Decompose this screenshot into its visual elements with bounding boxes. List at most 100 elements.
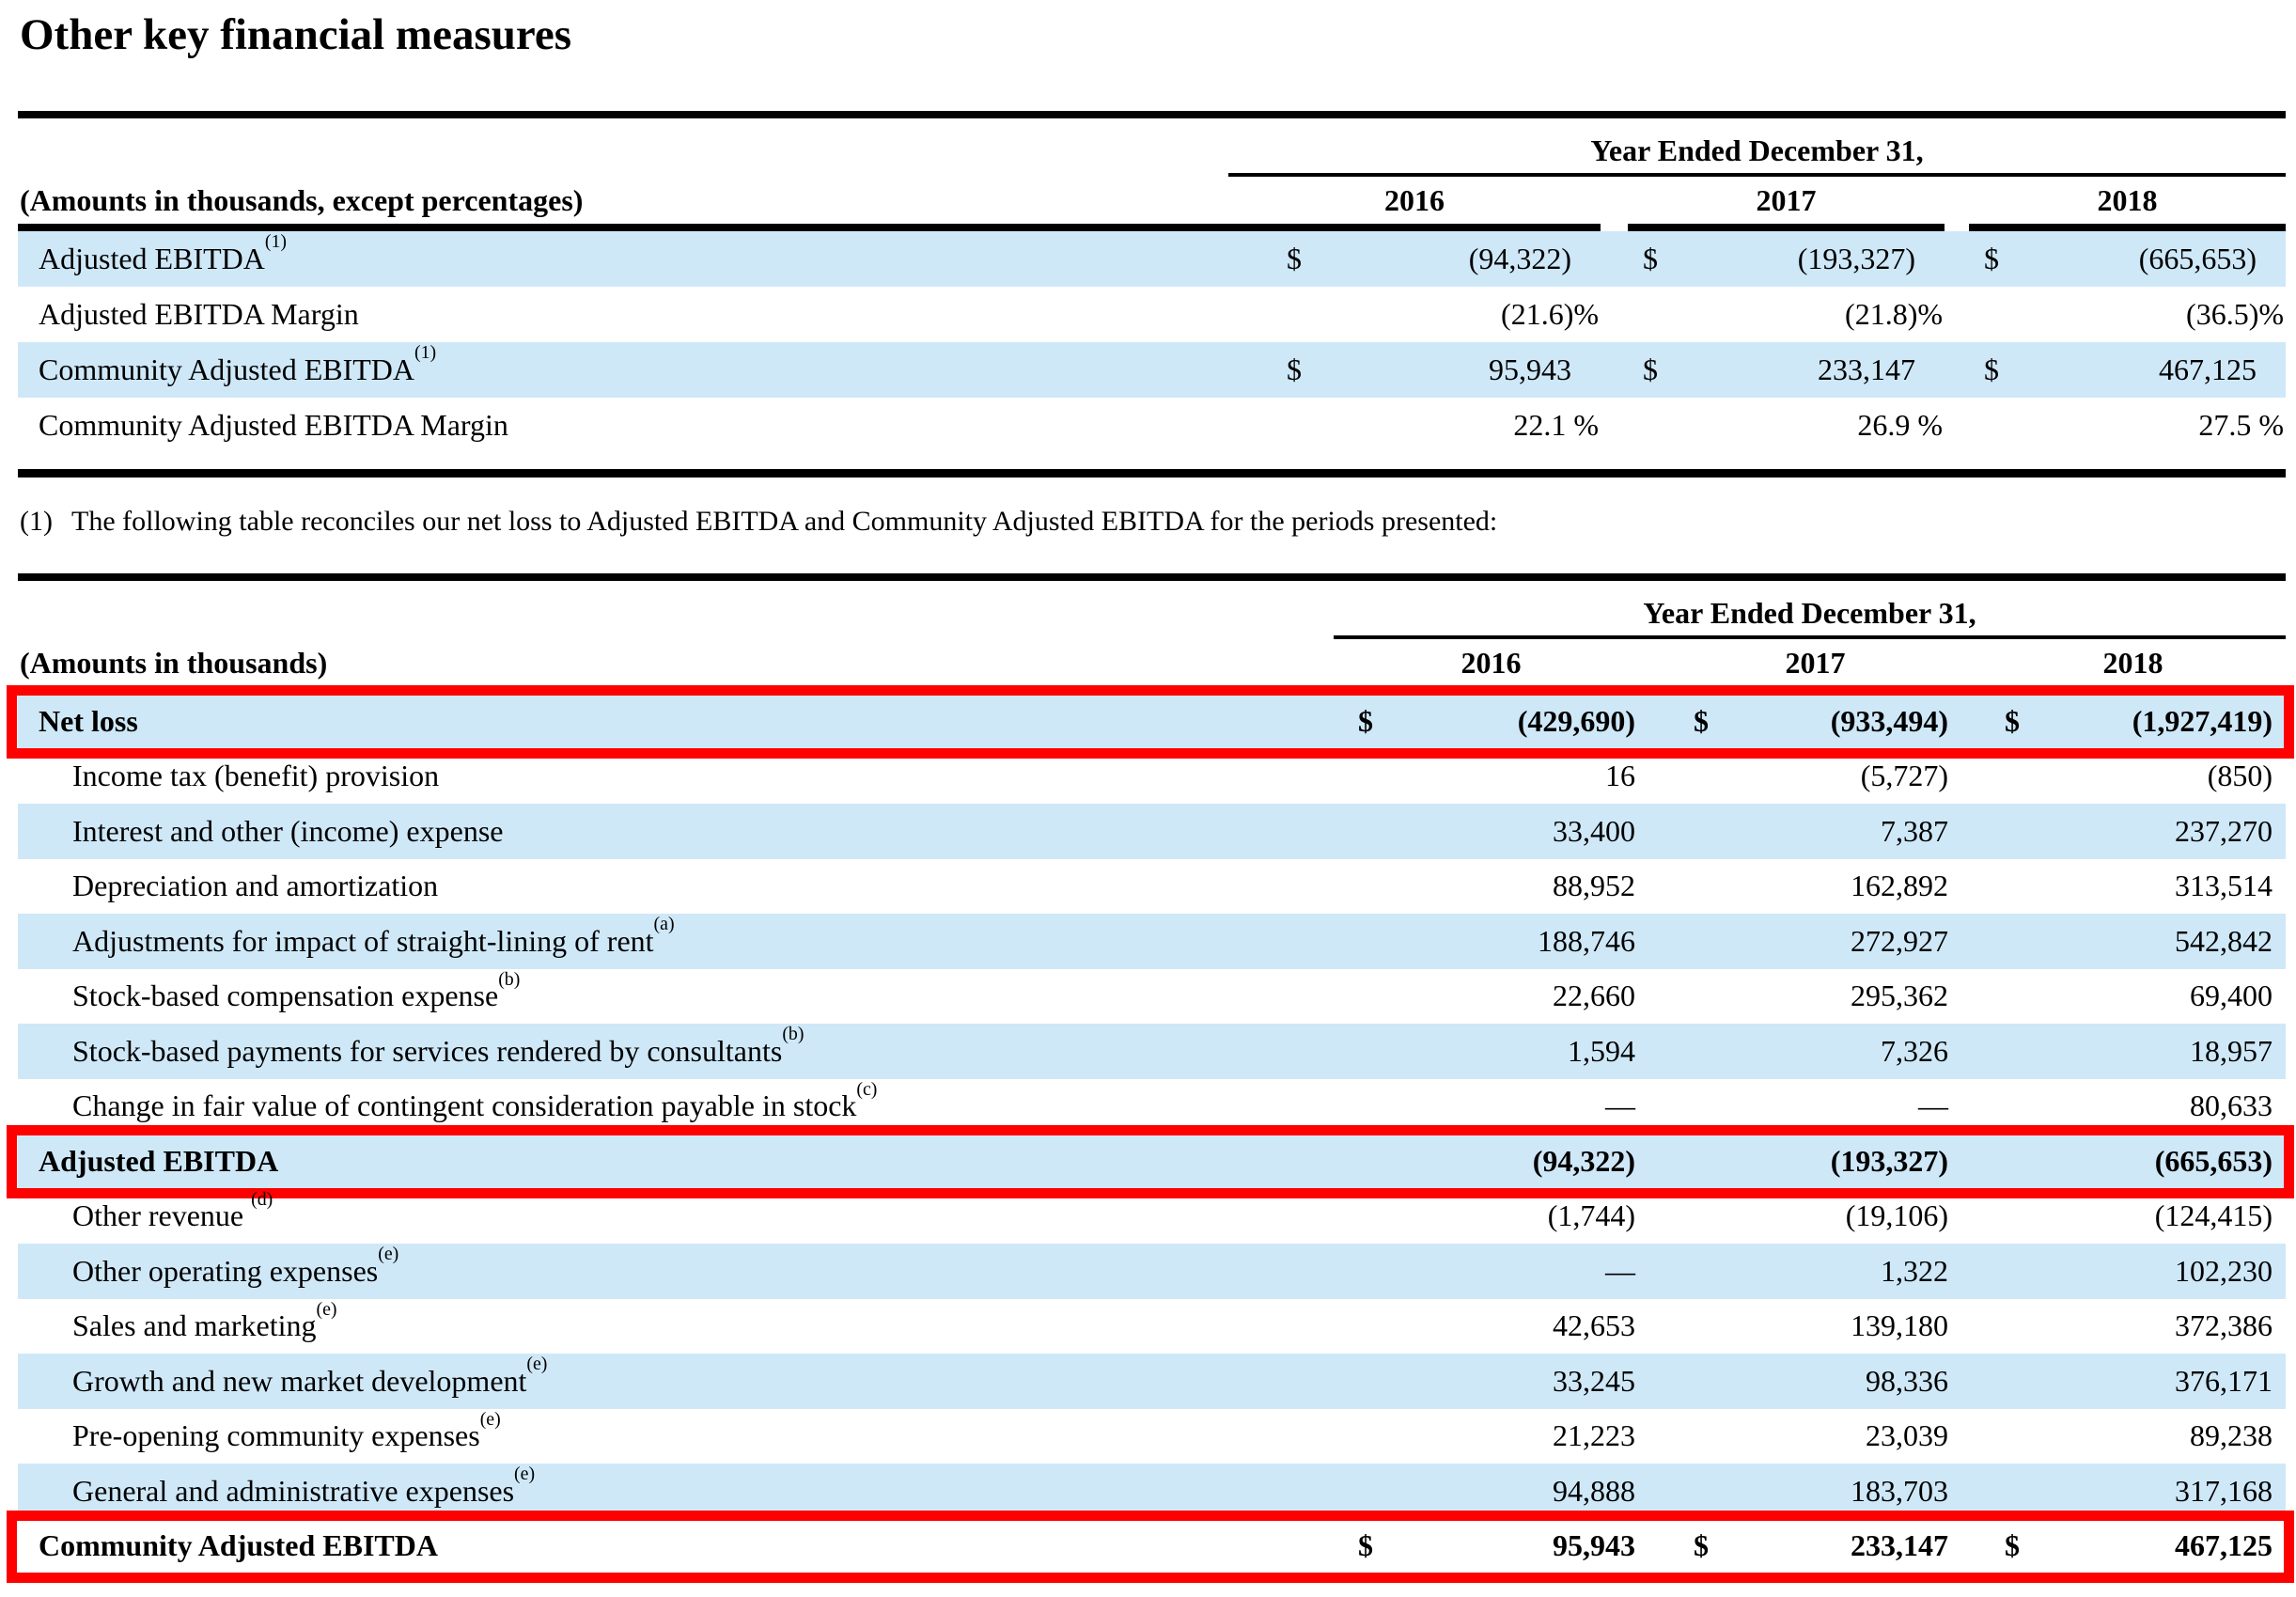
value-group: 23,039 [1669,1418,1961,1453]
footnote-ref: (e) [514,1464,536,1485]
value-cell: (94,322) [1468,242,1571,276]
value-group: 162,892 [1669,869,1961,903]
footnote-ref: (d) [251,1188,273,1210]
value-cell: (36.5)% [2186,297,2284,332]
row-label: Adjusted EBITDA(1) [18,233,1228,276]
value-group: $467,125 [1969,352,2286,387]
column-gap [1961,639,1980,694]
row-label: Adjusted EBITDA Margin [18,297,1228,332]
column-gap [1961,1244,1980,1299]
footnote: (1) The following table reconciles our n… [18,506,2286,538]
column-gap [1961,1189,1980,1245]
value-cell: 33,245 [1553,1363,1635,1398]
value-cell: 21,223 [1553,1418,1635,1453]
value-cell: 23,039 [1866,1418,1948,1453]
page-title: Other key financial measures [20,10,572,59]
row-label-text: Community Adjusted EBITDA [39,1528,438,1563]
column-gap [1961,1299,1980,1354]
row-label: Community Adjusted EBITDA Margin [18,408,1228,443]
value-group: $ (933,494) [1669,704,1961,739]
row-label-text: Community Adjusted EBITDA Margin [39,408,508,443]
value-cell: 95,943 [1489,352,1571,387]
column-gap [1648,1519,1669,1574]
footnote-ref: (e) [378,1244,399,1265]
row-label-text: Other operating expenses [72,1253,379,1288]
period-header: Year Ended December 31, [1228,118,2286,178]
value-cell: (850) [2207,759,2273,793]
value-cell: (19,106) [1845,1198,1948,1233]
column-gap [1945,287,1969,342]
column-gap [1648,749,1669,805]
dollar-sign: $ [2005,1528,2020,1563]
value-cell: 89,238 [2190,1418,2273,1453]
value-group: (193,327) [1669,1144,1961,1179]
column-gap [1648,694,1669,749]
value-group: $233,147 [1669,1528,1961,1563]
value-cell: 188,746 [1538,923,1635,958]
row-label: Depreciation and amortization [18,869,1334,903]
value-group: 1,594 [1334,1034,1648,1069]
dollar-sign: $ [1287,242,1302,276]
period-header: Year Ended December 31, [1334,581,2286,640]
table-row: Sales and marketing(e) 42,653 139,180 372,3… [18,1299,2286,1354]
table-row: Adjusted EBITDA Margin (21.6)% (21.8)% (36.… [18,287,2286,342]
value-cell: (1,927,419) [2132,703,2273,738]
table-row: Income tax (benefit) provision 16 (5,727) (… [18,749,2286,805]
value-cell: 69,400 [2190,979,2273,1013]
value-group: $233,147 [1628,352,1945,387]
value-group: 42,653 [1334,1308,1648,1343]
table-row: Net loss $ (429,690) $ (933,494) $ (1,927,419) [7,685,2294,758]
value-group: (94,322) [1334,1144,1648,1179]
footnote-ref: (1) [264,231,287,253]
value-group: 94,888 [1334,1474,1648,1509]
value-cell: 16 [1605,759,1635,793]
value-cell: 94,888 [1553,1473,1635,1508]
value-cell: 33,400 [1553,813,1635,848]
column-gap [1945,177,1969,231]
table-row: General and administrative expenses(e) 94… [18,1464,2286,1519]
table-row: Growth and new market development(e) 33,2… [18,1354,2286,1409]
row-label: Adjustments for impact of straight-linin… [18,915,1334,959]
row-label: Adjusted EBITDA [18,1144,1334,1179]
table-row: Other operating expenses(e) — 1,322 102,230 [18,1244,2286,1299]
column-gap [1601,231,1628,287]
row-label: Net loss [18,704,1334,739]
value-group: 183,703 [1669,1474,1961,1509]
value-group: (21.6)% [1228,297,1601,332]
table-row: Adjustments for impact of straight-linin… [18,914,2286,969]
row-label-text: Income tax (benefit) provision [72,759,440,793]
value-group: 542,842 [1980,924,2286,959]
dollar-sign: $ [1694,703,1709,738]
row-label-text: Adjusted EBITDA [39,1143,279,1178]
value-cell: (665,653) [2154,1143,2273,1178]
column-gap [1601,398,1628,453]
table-row: Adjusted EBITDA (94,322) (193,327) (665,653… [7,1125,2294,1198]
value-cell: 317,168 [2175,1473,2273,1508]
reconciliation-table: Year Ended December 31, (Amounts in thou… [7,573,2294,1583]
value-cell: 7,326 [1881,1033,1948,1068]
value-cell: 1,322 [1881,1253,1948,1288]
year-column-header: 2017 [1628,177,1945,232]
row-label: Community Adjusted EBITDA(1) [18,344,1228,387]
value-group: 139,180 [1669,1308,1961,1343]
row-label-text: Growth and new market development [72,1363,527,1398]
value-group: 7,387 [1669,814,1961,849]
value-group: 188,746 [1334,924,1648,959]
value-group: 372,386 [1980,1308,2286,1343]
value-cell: 22,660 [1553,979,1635,1013]
column-gap [1648,1024,1669,1079]
footnote-ref: (a) [653,914,675,935]
value-group: 88,952 [1334,869,1648,903]
value-cell: 139,180 [1851,1308,1948,1343]
value-cell: 1,594 [1568,1033,1635,1068]
value-cell: 237,270 [2175,813,2273,848]
table-row: Community Adjusted EBITDA $95,943 $233,147… [7,1510,2294,1583]
value-cell: 27.5 % [2198,408,2284,443]
year-column-header: 2016 [1334,639,1648,695]
footnote-ref: (e) [479,1408,501,1430]
column-gap [1961,1024,1980,1079]
value-group: 69,400 [1980,979,2286,1013]
footnote-ref: (e) [526,1354,548,1375]
dollar-sign: $ [1643,242,1658,276]
